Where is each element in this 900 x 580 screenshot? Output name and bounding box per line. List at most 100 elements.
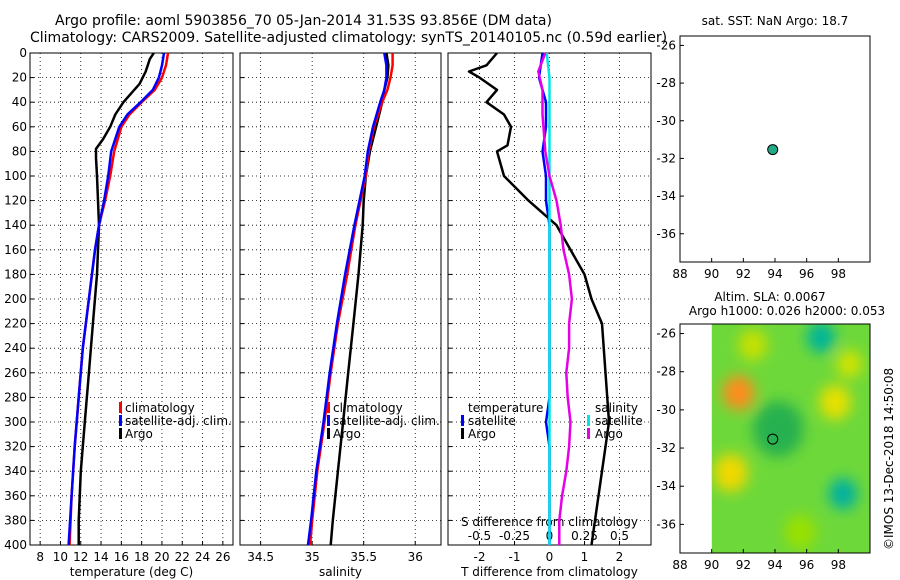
- sla-map-title: Altim. SLA: 0.0067: [714, 290, 825, 304]
- heatmap-blobs: [713, 324, 863, 550]
- satellite-temperature-line: [67, 52, 166, 546]
- legend-title-temperature: temperature: [468, 401, 543, 415]
- legend-title-salinity: salinity: [595, 401, 638, 415]
- depth-tick-label: 60: [12, 120, 27, 134]
- s-tick-label: -0.5: [468, 529, 491, 543]
- legend-label: satellite-adj. clim.: [125, 414, 232, 428]
- lat-tick-label: -34: [656, 479, 676, 493]
- legend-label: climatology: [125, 401, 195, 415]
- lat-tick-label: -26: [656, 38, 676, 52]
- x-tick-label: 10: [53, 550, 68, 564]
- depth-tick-label: 240: [4, 341, 27, 355]
- depth-tick-label: 100: [4, 169, 27, 183]
- heatmap-blob: [713, 453, 749, 493]
- lon-tick-label: 94: [767, 267, 782, 281]
- legend-swatch: [587, 415, 590, 426]
- x-tick-label: 36: [408, 550, 423, 564]
- s-tick-label: -0.25: [499, 529, 530, 543]
- argo-salinity-diff-line: [536, 52, 574, 545]
- lat-tick-label: -26: [656, 327, 676, 341]
- legend-label: climatology: [333, 401, 403, 415]
- heatmap-blob: [819, 384, 852, 420]
- x-tick-label: 0: [546, 550, 554, 564]
- depth-tick-label: 220: [4, 317, 27, 331]
- lon-tick-label: 98: [831, 267, 846, 281]
- depth-tick-label: 160: [4, 243, 27, 257]
- x-tick-label: 14: [93, 550, 108, 564]
- heatmap-blob: [722, 375, 755, 411]
- lat-tick-label: -36: [656, 517, 676, 531]
- lat-tick-label: -28: [656, 365, 676, 379]
- depth-tick-label: 320: [4, 440, 27, 454]
- depth-tick-label: 260: [4, 366, 27, 380]
- legend-label: satellite-adj. clim.: [333, 414, 440, 428]
- x-tick-label: 1: [581, 550, 589, 564]
- x-tick-label: 34.5: [247, 550, 274, 564]
- legend-swatch: [461, 428, 464, 439]
- x-tick-label: 22: [175, 550, 190, 564]
- heatmap-blob: [784, 514, 817, 550]
- depth-tick-label: 360: [4, 489, 27, 503]
- depth-tick-label: 300: [4, 415, 27, 429]
- lon-tick-label: 94: [767, 558, 782, 572]
- x-tick-label: 24: [195, 550, 210, 564]
- x-tick-label: -2: [474, 550, 486, 564]
- legend-swatch: [327, 415, 330, 426]
- heatmap-blob: [752, 401, 804, 457]
- depth-tick-label: 140: [4, 218, 27, 232]
- depth-tick-label: 120: [4, 194, 27, 208]
- depth-tick-label: 400: [4, 538, 27, 552]
- legend-label: Argo: [595, 427, 623, 441]
- sla-map-subtitle: Argo h1000: 0.026 h2000: 0.053: [689, 304, 885, 318]
- x-tick-label: 12: [73, 550, 88, 564]
- lat-tick-label: -34: [656, 189, 676, 203]
- lon-tick-label: 98: [831, 558, 846, 572]
- legend-swatch: [461, 415, 464, 426]
- legend-label: Argo: [125, 427, 153, 441]
- heatmap-blob: [738, 329, 768, 361]
- x-tick-label: 35: [305, 550, 320, 564]
- lon-tick-label: 90: [704, 558, 719, 572]
- lon-tick-label: 96: [799, 558, 814, 572]
- title-line-2: Climatology: CARS2009. Satellite-adjuste…: [30, 30, 667, 46]
- argo-temperature-line: [77, 52, 155, 545]
- x-tick-label: 26: [215, 550, 230, 564]
- argo-temperature-diff-line: [467, 52, 611, 546]
- legend-swatch: [587, 428, 590, 439]
- temperature-panel: 8 10 12 14 16 18 20 22 24 26 temperature (deg C) 0 2…: [4, 46, 234, 579]
- x-tick-label: 18: [134, 550, 149, 564]
- depth-tick-label: 20: [12, 71, 27, 85]
- x-tick-label: 16: [114, 550, 129, 564]
- depth-tick-label: 80: [12, 144, 27, 158]
- title-line-1: Argo profile: aoml 5903856_70 05-Jan-201…: [55, 13, 552, 29]
- x-tick-label: -1: [509, 550, 521, 564]
- plot-frame: [29, 52, 234, 546]
- x-axis-label: salinity: [319, 565, 362, 579]
- depth-tick-label: 340: [4, 464, 27, 478]
- argo-location-marker: [767, 144, 779, 156]
- depth-tick-label: 0: [19, 46, 27, 60]
- s-tick-label: 0.5: [610, 529, 629, 543]
- x-axis-label: temperature (deg C): [70, 565, 193, 579]
- lon-tick-label: 92: [736, 558, 751, 572]
- imos-timestamp: ©IMOS 13-Dec-2018 14:50:08: [882, 368, 896, 550]
- legend-label: Argo: [468, 427, 496, 441]
- legend-label: satellite: [595, 414, 643, 428]
- lon-tick-label: 88: [672, 267, 687, 281]
- legend-swatch: [327, 428, 330, 439]
- x-tick-label: 35.5: [350, 550, 377, 564]
- x-axis-label: T difference from climatology: [460, 565, 638, 579]
- argo-salinity-line: [329, 52, 390, 546]
- depth-tick-label: 180: [4, 267, 27, 281]
- x-tick-label: 2: [616, 550, 624, 564]
- x-tick-label: 8: [36, 550, 44, 564]
- lon-tick-label: 88: [672, 558, 687, 572]
- lon-tick-label: 96: [799, 267, 814, 281]
- legend-label: Argo: [333, 427, 361, 441]
- map-frame: [679, 35, 871, 263]
- legend-swatch: [119, 415, 122, 426]
- heatmap-blob: [806, 324, 836, 354]
